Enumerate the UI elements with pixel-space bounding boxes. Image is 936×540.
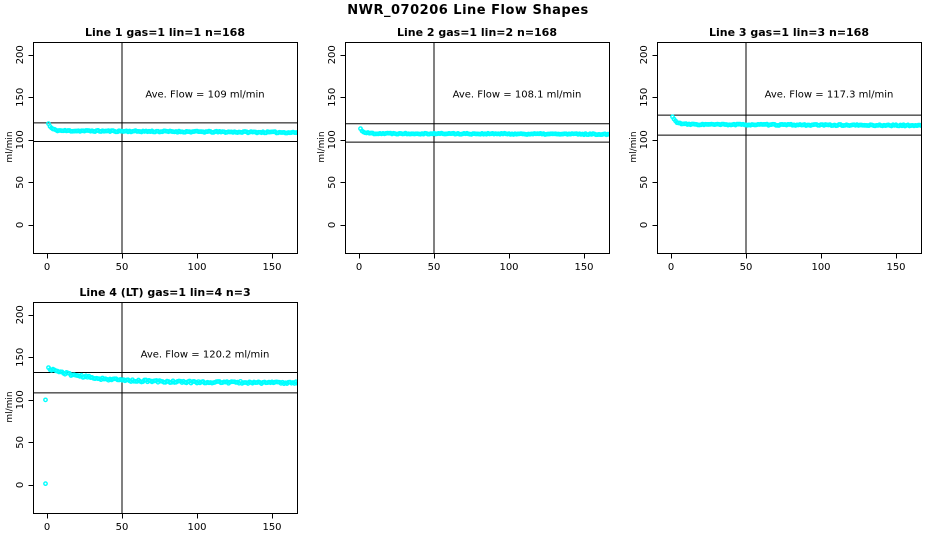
y-axis-tick-label: 0 [327, 222, 338, 228]
outlier-point [43, 397, 48, 403]
plot-title-line1: Line 1 gas=1 lin=1 n=168 [84, 26, 245, 39]
ave-flow-annotation: Ave. Flow = 117.3 ml/min [765, 89, 894, 100]
y-axis-tick-label: 50 [15, 176, 26, 189]
plot-line4: Line 4 (LT) gas=1 lin=4 n=3 0 50 100 150 200… [0, 286, 312, 540]
data-point [607, 131, 609, 137]
ave-flow-annotation: Ave. Flow = 109 ml/min [145, 89, 264, 100]
plot-area-line2: 0 50 100 150 200 0 50 100 150 ml/min Ave. Flow = 1… [317, 42, 610, 273]
y-axis-tick-label: 50 [327, 176, 338, 189]
x-axis-tick-label: 0 [44, 262, 50, 273]
x-axis-tick-label: 150 [262, 522, 281, 533]
plot-line2: Line 2 gas=1 lin=2 n=168 0 50 100 150 200 0 50… [312, 26, 624, 286]
data-point [295, 130, 297, 135]
data-point [919, 123, 921, 129]
y-axis-tick-label: 150 [327, 88, 338, 107]
x-axis-tick-label: 0 [44, 522, 50, 533]
plot-box [657, 42, 922, 254]
y-axis-label: ml/min [5, 391, 15, 422]
y-axis-tick-label: 0 [15, 482, 26, 488]
x-axis-tick-label: 100 [187, 522, 206, 533]
y-axis-tick-label: 150 [639, 88, 650, 107]
x-axis-tick-label: 150 [574, 262, 593, 273]
plot-area-line1: 0 50 100 150 200 0 50 100 150 ml/min Ave. Flow = 1… [5, 42, 298, 273]
x-axis-tick-label: 0 [356, 262, 362, 273]
plot-box [33, 302, 298, 514]
y-axis-tick-label: 150 [15, 348, 26, 367]
x-axis-tick-label: 50 [116, 522, 129, 533]
y-axis-label: ml/min [5, 131, 15, 162]
plot-title-line3: Line 3 gas=1 lin=3 n=168 [708, 26, 869, 39]
plot-line1: Line 1 gas=1 lin=1 n=168 0 50 100 150 200 0 50… [0, 26, 312, 286]
y-axis-tick-label: 100 [327, 130, 338, 149]
plot-title-line4: Line 4 (LT) gas=1 lin=4 n=3 [79, 286, 251, 299]
x-axis-tick-label: 100 [811, 262, 830, 273]
y-axis-tick-label: 100 [15, 390, 26, 409]
x-axis-tick-label: 0 [668, 262, 674, 273]
outlier-point [43, 481, 48, 487]
plot-title-line2: Line 2 gas=1 lin=2 n=168 [396, 26, 557, 39]
x-axis-tick-label: 50 [116, 262, 129, 273]
y-axis-tick-label: 200 [327, 45, 338, 64]
plot-area-line3: 0 50 100 150 200 0 50 100 150 ml/min Ave. Flow = 1… [629, 42, 922, 273]
data-point [295, 380, 297, 386]
y-axis-label: ml/min [317, 131, 327, 162]
y-axis-tick-label: 200 [639, 45, 650, 64]
x-axis-tick-label: 100 [187, 262, 206, 273]
x-axis-tick-label: 150 [262, 262, 281, 273]
y-axis-tick-label: 150 [15, 88, 26, 107]
plot-line3: Line 3 gas=1 lin=3 n=168 0 50 100 150 200 0 50… [624, 26, 936, 286]
y-axis-tick-label: 0 [15, 222, 26, 228]
y-axis-label: ml/min [629, 131, 639, 162]
x-axis-tick-label: 50 [428, 262, 441, 273]
y-axis-tick-label: 200 [15, 45, 26, 64]
x-axis-tick-label: 100 [499, 262, 518, 273]
plot-box [345, 42, 610, 254]
y-axis-tick-label: 0 [639, 222, 650, 228]
plot-box [33, 42, 298, 254]
y-axis-tick-label: 100 [639, 130, 650, 149]
figure-title: NWR_070206 Line Flow Shapes [347, 3, 589, 18]
y-axis-tick-label: 100 [15, 130, 26, 149]
x-axis-tick-label: 50 [740, 262, 753, 273]
y-axis-tick-label: 50 [639, 176, 650, 189]
ave-flow-annotation: Ave. Flow = 120.2 ml/min [141, 349, 270, 360]
x-axis-tick-label: 150 [886, 262, 905, 273]
plot-area-line4: 0 50 100 150 200 0 50 100 150 ml/min Ave. Flow = 1… [5, 302, 298, 533]
ave-flow-annotation: Ave. Flow = 108.1 ml/min [453, 89, 582, 100]
y-axis-tick-label: 50 [15, 436, 26, 449]
y-axis-tick-label: 200 [15, 305, 26, 324]
